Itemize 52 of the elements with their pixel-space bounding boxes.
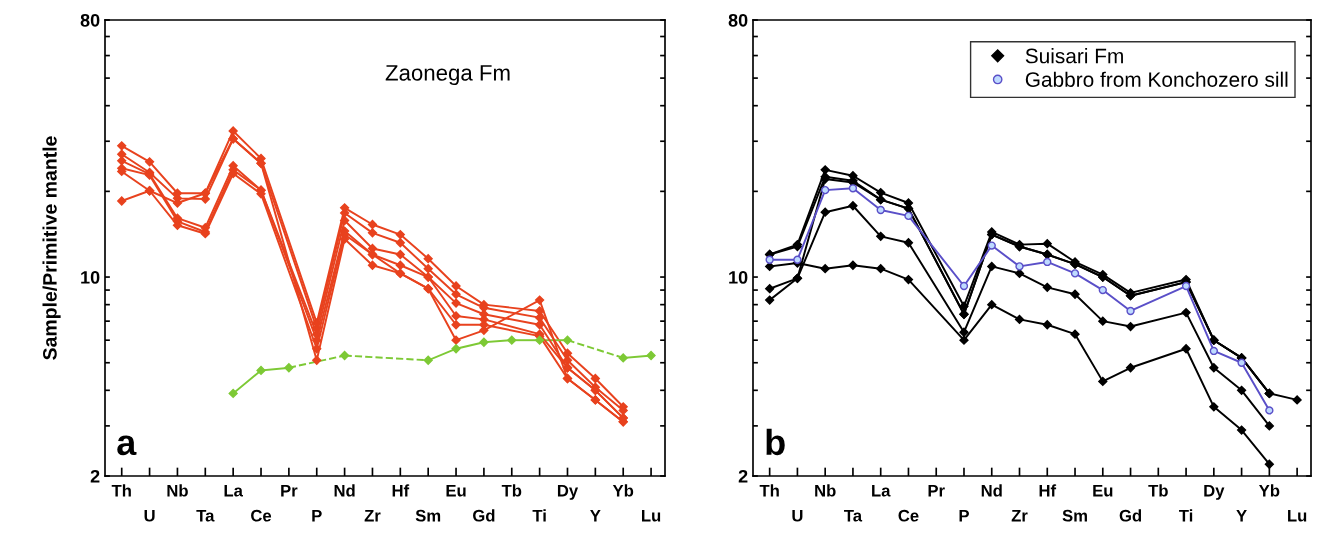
x-tick-label: Lu xyxy=(1288,509,1307,522)
x-tick-label: U xyxy=(792,509,803,522)
x-tick-label: Eu xyxy=(446,484,466,497)
x-tick-label: P xyxy=(312,509,322,522)
y-axis-title: Sample/Primitive mantle xyxy=(42,136,61,360)
x-tick-label: Hf xyxy=(392,484,410,497)
x-tick-label: Ti xyxy=(1179,509,1193,522)
x-tick-label: Ta xyxy=(196,509,215,522)
x-tick-label: Th xyxy=(759,484,779,497)
x-tick-label: Nd xyxy=(981,484,1002,497)
y-tick-label: 80 xyxy=(728,13,748,27)
x-tick-label: Zr xyxy=(1011,509,1028,522)
x-tick-label: Pr xyxy=(281,484,298,497)
y-tick-label: 10 xyxy=(729,270,748,284)
x-tick-label: Sm xyxy=(1062,509,1087,522)
x-tick-label: Nd xyxy=(334,484,355,497)
y-tick-label: 2 xyxy=(738,469,748,483)
annotation: Zaonega Fm xyxy=(385,65,510,86)
x-tick-label: Y xyxy=(1236,509,1247,522)
x-tick-label: Nb xyxy=(815,484,836,497)
x-tick-label: Th xyxy=(111,484,131,497)
x-tick-label: Y xyxy=(590,509,601,522)
x-tick-label: Yb xyxy=(612,484,634,497)
y-tick-label: 2 xyxy=(90,469,100,483)
x-tick-label: Ce xyxy=(898,509,919,522)
x-tick-label: La xyxy=(224,484,243,497)
x-tick-label: Sm xyxy=(415,509,441,522)
x-tick-label: La xyxy=(872,484,891,497)
annotation: b xyxy=(766,428,785,456)
x-tick-label: Ta xyxy=(844,509,863,522)
annotation: a xyxy=(117,435,137,456)
legend-label: Suisari Fm xyxy=(1025,48,1123,64)
legend-label: Gabbro from Konchozero sill xyxy=(1025,71,1288,87)
x-tick-label: Eu xyxy=(1093,484,1113,497)
x-tick-label: Gd xyxy=(473,509,495,522)
x-tick-label: Tb xyxy=(1148,484,1168,497)
x-tick-label: Yb xyxy=(1258,484,1280,497)
x-tick-label: Pr xyxy=(928,484,945,497)
x-tick-label: Tb xyxy=(501,484,522,497)
x-tick-label: Ce xyxy=(251,509,272,522)
x-tick-label: Nb xyxy=(167,484,188,497)
x-tick-label: Dy xyxy=(1204,484,1225,500)
x-tick-label: Zr xyxy=(364,509,381,522)
x-tick-label: U xyxy=(144,509,155,522)
x-tick-label: Ti xyxy=(532,509,546,522)
x-tick-label: Hf xyxy=(1039,484,1057,497)
y-tick-label: 10 xyxy=(81,270,100,284)
x-tick-label: P xyxy=(959,509,969,522)
x-tick-label: Dy xyxy=(557,484,579,500)
x-tick-label: Gd xyxy=(1119,509,1142,522)
y-tick-label: 80 xyxy=(80,13,100,27)
x-tick-label: Lu xyxy=(642,509,661,522)
